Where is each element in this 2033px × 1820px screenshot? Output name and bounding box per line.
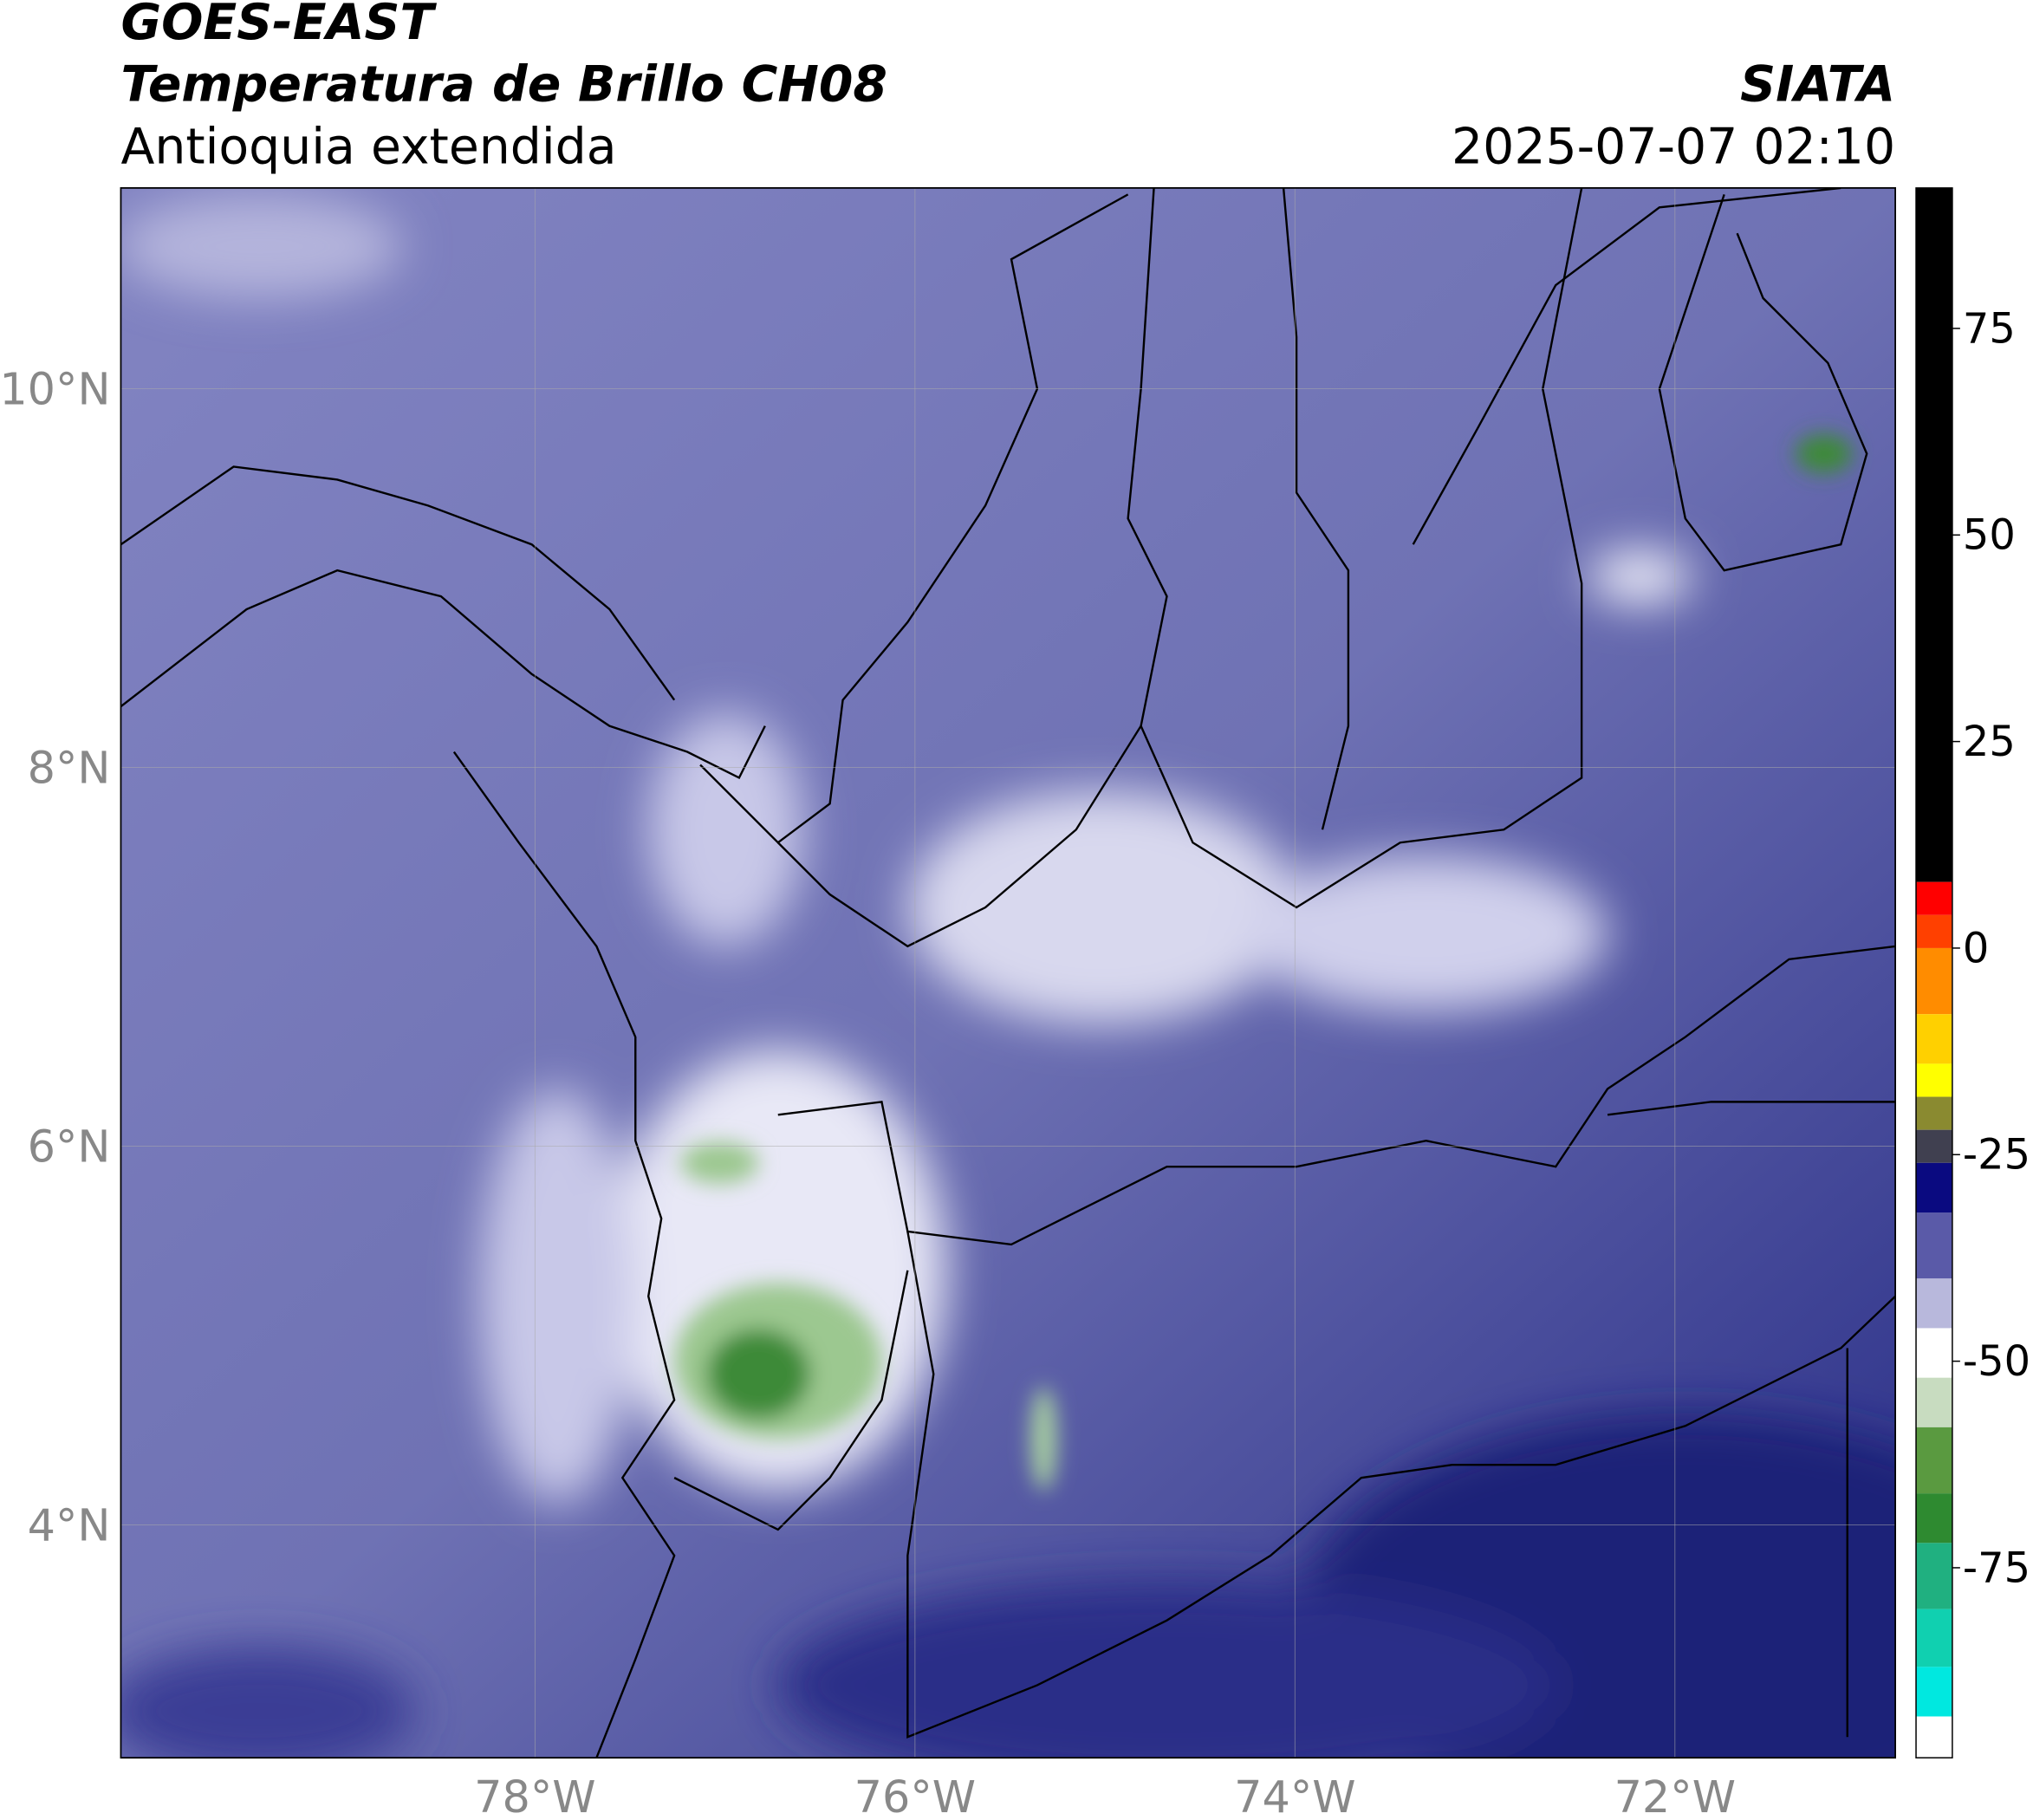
colorbar-segment <box>1916 881 1952 915</box>
lon-tick-label: 74°W <box>1234 1771 1355 1820</box>
colorbar-frame <box>1915 187 1953 1758</box>
colorbar-segment <box>1916 1377 1952 1427</box>
colorbar-tick-label: -75 <box>1963 1544 2030 1592</box>
colorbar-segment <box>1916 1543 1952 1609</box>
colorbar-segment <box>1916 1063 1952 1097</box>
colorbar-tick-label: 50 <box>1963 512 2016 560</box>
lat-tick-label: 8°N <box>28 742 111 793</box>
colorbar-segment <box>1916 1212 1952 1279</box>
title: GOES-EAST <box>120 0 437 51</box>
colorbar-segment <box>1916 1609 1952 1667</box>
region: Antioquia extendida <box>120 118 616 175</box>
colorbar-segment <box>1916 187 1952 882</box>
colorbar-tick-label: 75 <box>1963 305 2016 353</box>
colorbar-segment <box>1916 1162 1952 1213</box>
colorbar-segment <box>1916 1096 1952 1130</box>
lat-tick-label: 6°N <box>28 1121 111 1172</box>
colorbar-segment <box>1916 1328 1952 1378</box>
lon-tick-label: 72°W <box>1614 1771 1736 1820</box>
colorbar-segment <box>1916 914 1952 948</box>
colorbar-tick-label: 0 <box>1963 925 1989 972</box>
lon-tick-label: 76°W <box>854 1771 976 1820</box>
lon-tick-label: 78°W <box>474 1771 595 1820</box>
map-image <box>120 187 1896 1758</box>
datetime: 2025-07-07 02:10 <box>1452 118 1895 175</box>
colorbar: -75 -50 -25 0 25 50 75 <box>1916 187 2030 1758</box>
borders <box>120 187 1896 1758</box>
cold-cloud-tops <box>674 434 1853 1492</box>
colorbar-segment <box>1916 1493 1952 1544</box>
source: SIATA <box>1740 56 1895 114</box>
colorbar-segment <box>1916 1014 1952 1064</box>
colorbar-segment <box>1916 1427 1952 1494</box>
subtitle: Temperatura de Brillo CH08 <box>120 56 887 114</box>
grid <box>120 187 1896 1758</box>
map-frame <box>120 186 1896 1759</box>
colorbar-segment <box>1916 1278 1952 1329</box>
colorbar-tick-label: -25 <box>1963 1132 2030 1180</box>
colorbar-segment <box>1916 947 1952 1015</box>
colorbar-segment <box>1916 1667 1952 1717</box>
lat-tick-label: 10°N <box>0 363 110 414</box>
colorbar-tick-label: 25 <box>1963 718 2016 766</box>
lat-tick-label: 4°N <box>28 1499 111 1550</box>
colorbar-segment <box>1916 1129 1952 1163</box>
colorbar-tick-label: -50 <box>1963 1338 2030 1386</box>
colorbar-segment <box>1916 1716 1952 1758</box>
